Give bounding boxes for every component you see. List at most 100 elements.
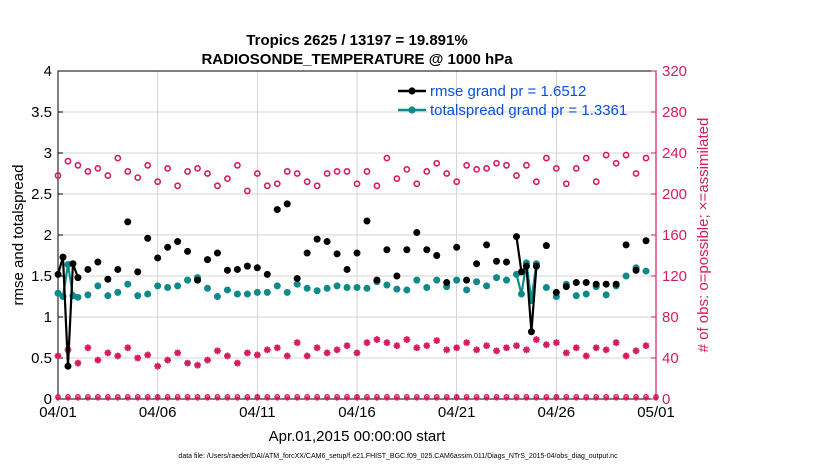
obs-zero-assimilated-marker	[225, 396, 230, 401]
rmse-point	[373, 276, 381, 284]
totalspread-point	[184, 276, 192, 284]
rmse-point	[463, 276, 471, 284]
x-tick-label: 05/01	[637, 404, 675, 421]
obs-zero-assimilated-marker	[334, 396, 340, 401]
y-left-tick-label: 2	[44, 227, 52, 244]
obs-assimilated-point	[293, 339, 301, 347]
y-right-tick-label: 240	[662, 145, 687, 162]
obs-assimilated-point	[94, 356, 102, 364]
obs-possible-point	[503, 161, 510, 169]
obs-zero-assimilated-marker	[424, 396, 429, 401]
obs-possible-point	[572, 164, 580, 172]
totalspread-point	[423, 283, 431, 291]
y-left-tick-label: 1	[44, 309, 52, 326]
y-left-tick-label: 1.5	[31, 268, 52, 285]
totalspread-point	[114, 288, 122, 296]
obs-zero-assimilated-marker	[235, 396, 240, 401]
series	[54, 151, 659, 401]
y-left-tick-label: 2.5	[31, 186, 52, 203]
obs-assimilated-point	[393, 342, 401, 350]
totalspread-point	[263, 288, 271, 296]
x-tick-label: 04/06	[139, 404, 177, 421]
rmse-point	[582, 279, 590, 287]
y-right-ticks: 0 40 80 120 160 200 240 280 320	[651, 63, 687, 408]
obs-zero-assimilated-marker	[464, 396, 469, 401]
obs-assimilated-point	[104, 349, 112, 357]
rmse-point	[293, 274, 301, 282]
totalspread-point	[542, 283, 550, 291]
totalspread-point	[493, 274, 501, 282]
rmse-point	[84, 265, 92, 273]
obs-zero-assimilated-marker	[105, 396, 111, 401]
totalspread-point	[403, 286, 411, 294]
obs-assimilated-point	[513, 342, 520, 350]
y-right-tick-label: 280	[662, 104, 687, 121]
obs-assimilated-point	[273, 344, 281, 352]
obs-zero-assimilated-marker	[584, 396, 589, 401]
obs-possible-point	[293, 170, 301, 177]
obs-zero-assimilated-marker	[304, 396, 310, 401]
obs-zero-assimilated-marker	[544, 396, 549, 401]
totalspread-point	[313, 287, 321, 295]
totalspread-point	[84, 291, 92, 299]
obs-assimilated-point	[243, 349, 251, 357]
obs-assimilated-point	[234, 359, 241, 367]
obs-assimilated-point	[174, 349, 181, 357]
obs-zero-assimilated-marker	[494, 396, 499, 401]
totalspread-point	[383, 281, 391, 289]
totalspread-point	[572, 292, 580, 300]
obs-possible-point	[224, 175, 231, 183]
y-right-tick-label: 160	[662, 227, 687, 244]
rmse-point	[503, 258, 510, 266]
obs-assimilated-point	[164, 356, 172, 364]
obs-possible-point	[134, 174, 142, 181]
totalspread-point	[104, 292, 112, 300]
rmse-point	[104, 275, 112, 283]
obs-possible-point	[144, 161, 152, 169]
obs-zero-assimilated-marker	[524, 396, 529, 401]
obs-zero-assimilated-marker	[205, 396, 210, 401]
obs-zero-assimilated-marker	[404, 396, 410, 401]
totalspread-point	[54, 289, 62, 297]
obs-assimilated-point	[483, 342, 490, 350]
rmse-point	[602, 280, 610, 288]
y-right-tick-label: 320	[662, 63, 687, 80]
obs-possible-point	[104, 172, 112, 179]
obs-assimilated-point	[533, 336, 540, 343]
rmse-point	[522, 262, 530, 270]
totalspread-point	[243, 290, 251, 298]
obs-assimilated-point	[214, 347, 221, 355]
obs-assimilated-point	[313, 344, 321, 352]
obs-assimilated-point	[283, 352, 291, 360]
rmse-point	[204, 256, 211, 264]
rmse-point	[433, 252, 441, 259]
totalspread-point	[363, 284, 371, 292]
totalspread-point	[622, 272, 630, 280]
obs-zero-assimilated-marker	[653, 396, 659, 401]
obs-assimilated-point	[542, 341, 550, 349]
obs-possible-point	[253, 170, 261, 177]
obs-zero-assimilated-marker	[594, 396, 599, 401]
totalspread-point	[333, 282, 341, 290]
totalspread-point	[174, 282, 182, 290]
rmse-point	[363, 217, 371, 225]
obs-assimilated-point	[463, 339, 471, 347]
obs-assimilated-point	[503, 344, 510, 352]
obs-zero-assimilated-marker	[603, 396, 609, 401]
obs-assimilated-point	[632, 347, 640, 355]
y-left-tick-label: 0.5	[31, 350, 52, 367]
totalspread-point	[253, 288, 261, 296]
obs-possible-point	[612, 159, 620, 167]
obs-possible-point	[204, 170, 211, 177]
obs-assimilated-point	[263, 346, 271, 354]
obs-assimilated-point	[642, 342, 650, 350]
y-right-tick-label: 40	[662, 350, 679, 367]
obs-assimilated-point	[602, 346, 610, 354]
obs-assimilated-point	[154, 362, 162, 370]
rmse-point	[383, 246, 391, 254]
rmse-point	[572, 279, 580, 287]
obs-assimilated-point	[453, 344, 461, 352]
y-left-ticks: 0 0.5 1 1.5 2 2.5 3 3.5 4	[31, 63, 63, 408]
obs-zero-assimilated-marker	[504, 396, 509, 401]
obs-assimilated-point	[433, 337, 441, 344]
